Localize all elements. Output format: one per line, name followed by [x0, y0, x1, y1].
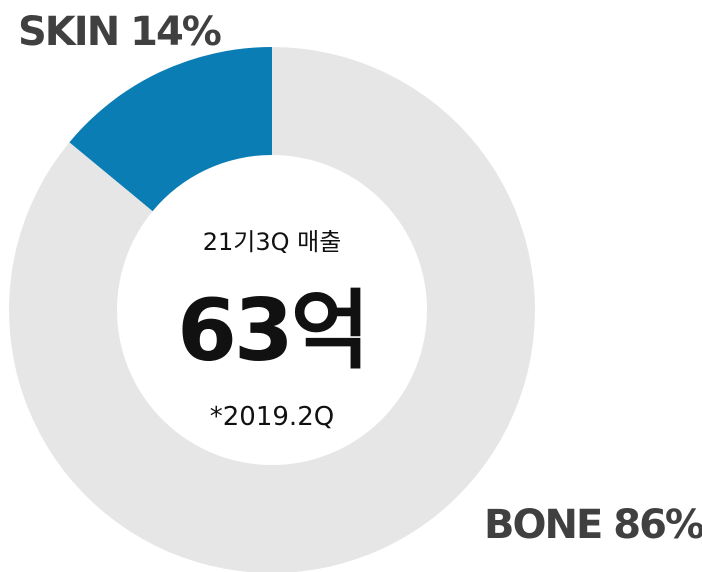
label-value: 14% [130, 9, 221, 55]
center-main: 63억 [177, 281, 367, 381]
center-bottom: *2019.2Q [210, 402, 334, 432]
segment-label: SKIN 14% [18, 9, 221, 55]
label-value: 86% [613, 502, 702, 548]
label-name: SKIN [18, 9, 118, 55]
donut [9, 47, 535, 572]
segment-label: BONE 86% [484, 502, 702, 548]
donut-segment [9, 47, 535, 572]
donut-segment [69, 47, 273, 212]
center-top: 21기3Q 매출 [203, 228, 342, 256]
label-name: BONE [484, 502, 601, 548]
